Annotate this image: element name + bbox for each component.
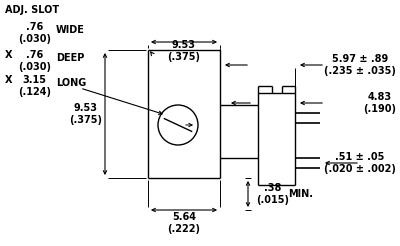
Text: ADJ. SLOT: ADJ. SLOT [5, 5, 59, 15]
Text: 5.64
(.222): 5.64 (.222) [168, 212, 200, 234]
Text: .38
(.015): .38 (.015) [256, 183, 289, 205]
Text: .51 ± .05
(.020 ± .002): .51 ± .05 (.020 ± .002) [324, 152, 396, 174]
Text: X: X [5, 75, 12, 85]
Text: 9.53
(.375): 9.53 (.375) [168, 40, 200, 62]
Text: X: X [5, 50, 12, 60]
Text: 3.15
(.124): 3.15 (.124) [18, 75, 51, 97]
Text: .76
(.030): .76 (.030) [18, 22, 51, 44]
Text: LONG: LONG [56, 78, 86, 88]
Text: 4.83
(.190): 4.83 (.190) [363, 92, 396, 114]
Text: 5.97 ± .89
(.235 ± .035): 5.97 ± .89 (.235 ± .035) [324, 54, 396, 76]
Text: 9.53
(.375): 9.53 (.375) [69, 103, 102, 125]
Text: MIN.: MIN. [288, 189, 313, 199]
Text: .76
(.030): .76 (.030) [18, 50, 51, 72]
Text: DEEP: DEEP [56, 53, 84, 63]
Text: WIDE: WIDE [56, 25, 85, 35]
